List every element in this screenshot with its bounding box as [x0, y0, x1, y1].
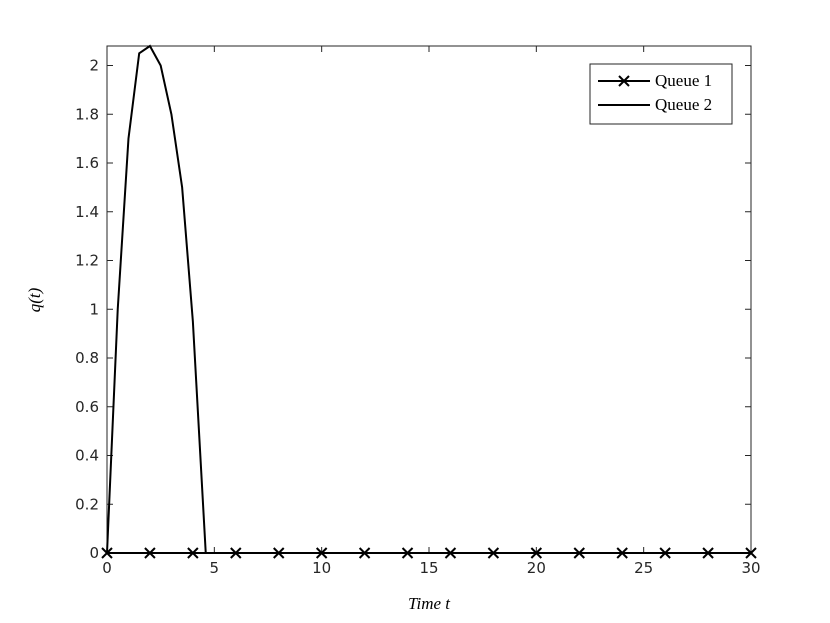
y-tick-label: 1.8 — [75, 105, 99, 123]
x-tick-label: 0 — [102, 559, 112, 577]
legend-label: Queue 2 — [655, 95, 712, 114]
x-tick-label: 15 — [419, 559, 438, 577]
marker — [144, 547, 156, 559]
y-tick-label: 0 — [89, 544, 99, 562]
x-axis-label: Time t — [408, 594, 451, 613]
series-line — [106, 44, 751, 554]
legend-marker — [618, 75, 630, 87]
legend-label: Queue 1 — [655, 71, 712, 90]
y-tick-label: 2 — [89, 57, 99, 75]
y-tick-label: 1 — [89, 300, 99, 318]
x-tick-label: 25 — [634, 559, 653, 577]
x-tick-label: 30 — [741, 559, 760, 577]
y-tick-label: 0.2 — [75, 495, 99, 513]
y-tick-label: 0.6 — [75, 398, 99, 416]
y-tick-label: 1.6 — [75, 154, 99, 172]
x-tick-label: 5 — [210, 559, 220, 577]
marker — [187, 547, 199, 559]
legend-box — [589, 63, 733, 125]
plot-area — [106, 45, 752, 554]
x-tick-label: 20 — [527, 559, 546, 577]
y-tick-label: 0.4 — [75, 447, 99, 465]
y-tick-label: 1.4 — [75, 203, 99, 221]
x-tick-label: 10 — [312, 559, 331, 577]
y-tick-label: 1.2 — [75, 252, 99, 270]
y-tick-label: 0.8 — [75, 349, 99, 367]
y-axis-label: q(t) — [25, 287, 44, 312]
